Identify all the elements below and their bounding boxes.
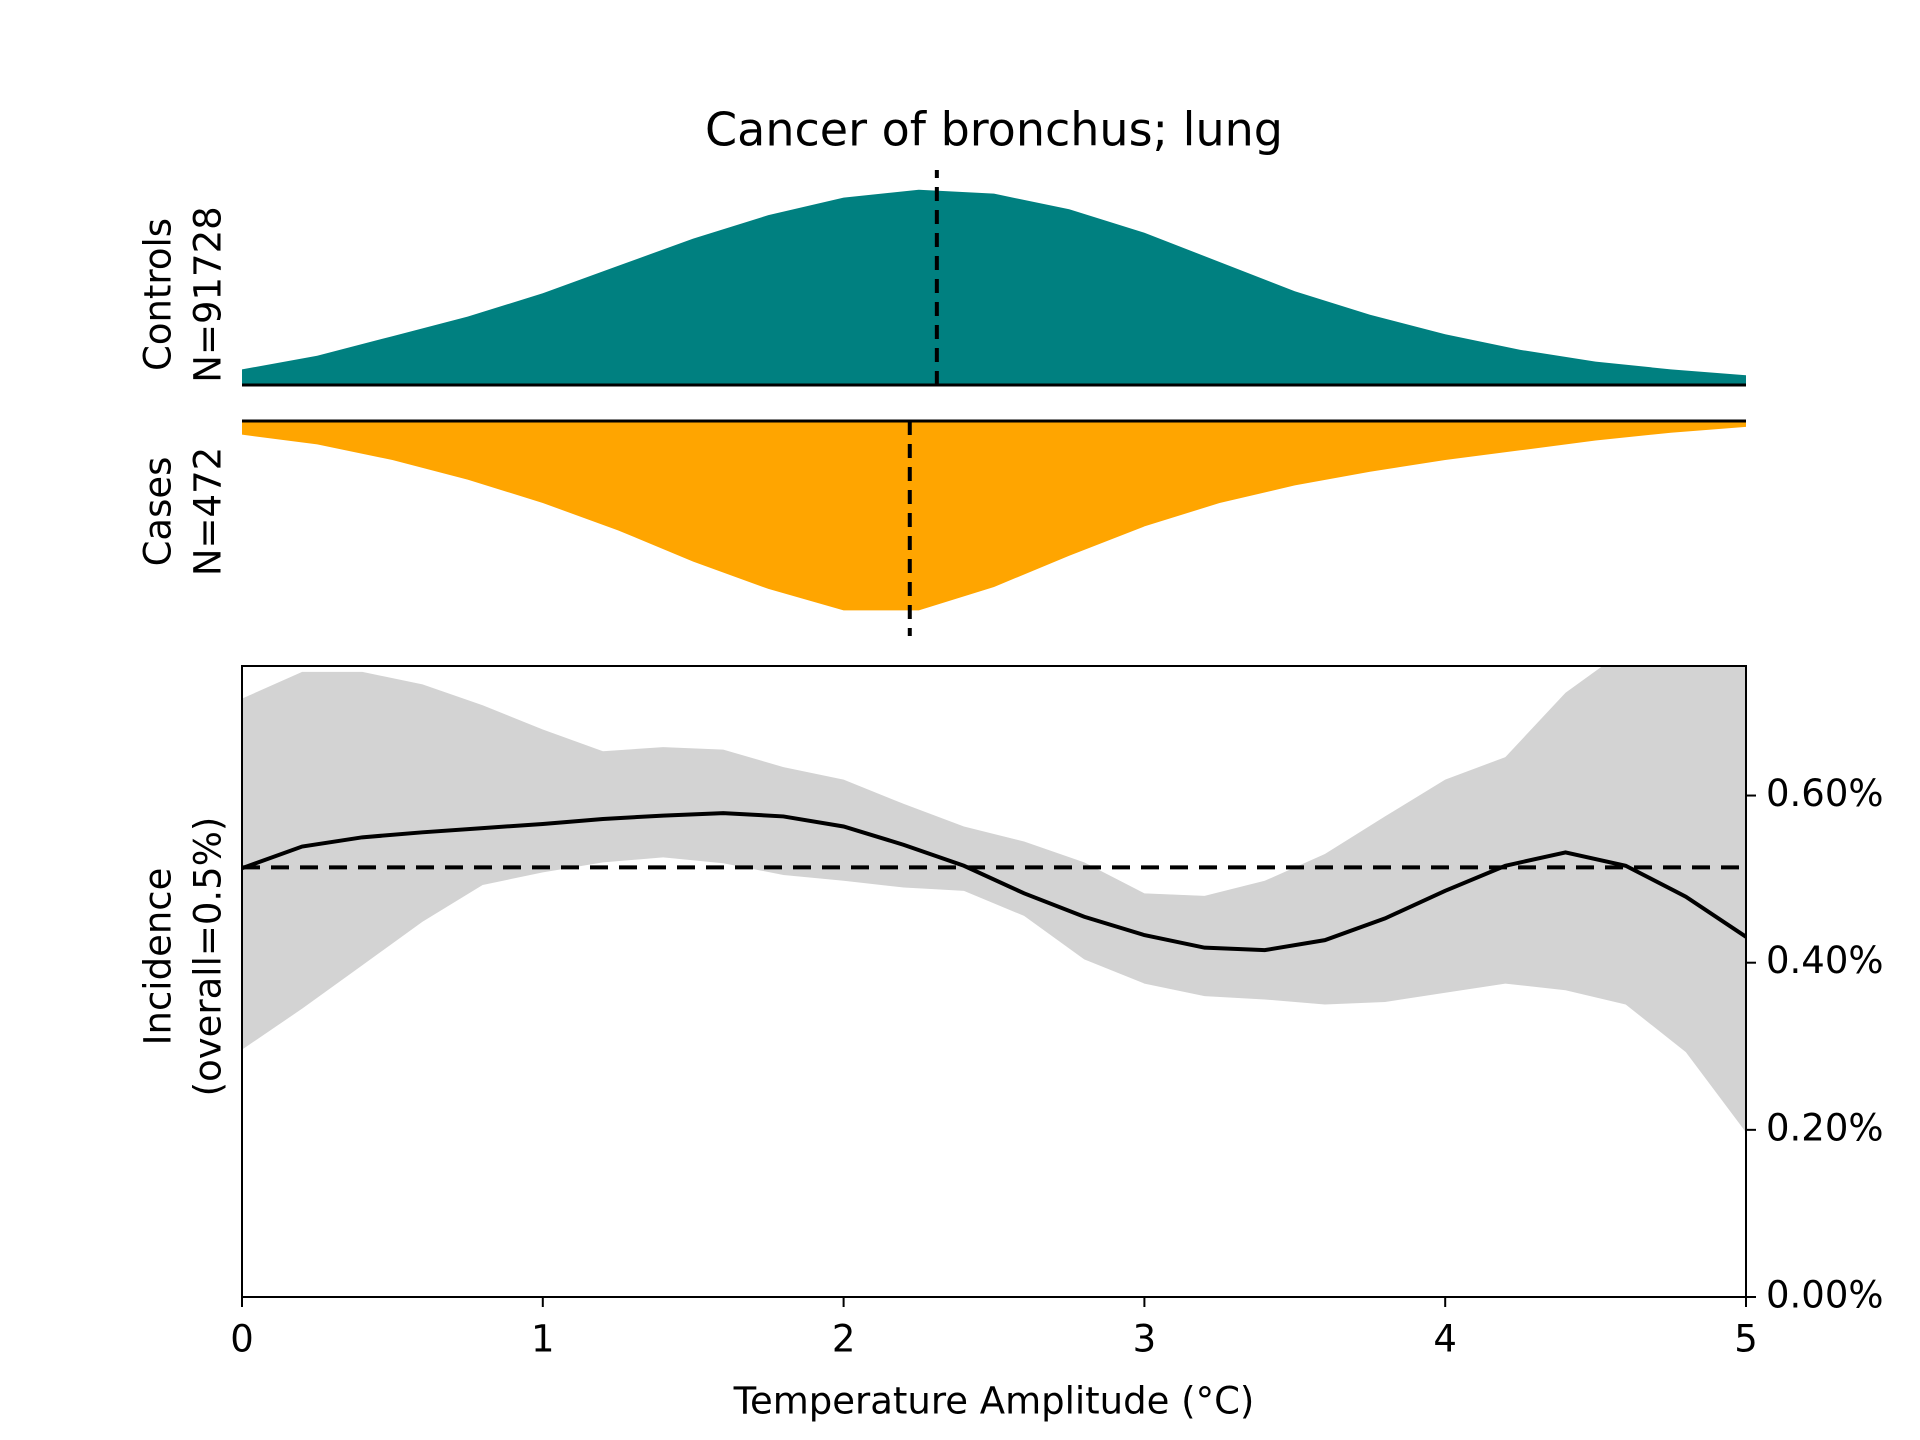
y-axis-label: N=472 — [187, 447, 230, 576]
plot-frame — [241, 665, 1747, 1298]
confidence-band — [242, 666, 1746, 1133]
y-tick-label: 0.60% — [1766, 772, 1884, 815]
x-tick-label: 3 — [1133, 1318, 1157, 1361]
density-area — [242, 189, 1746, 385]
chart-title: Cancer of bronchus; lung — [705, 103, 1283, 157]
x-axis-label: Temperature Amplitude (°C) — [733, 1380, 1255, 1423]
x-tick-label: 4 — [1433, 1318, 1457, 1361]
incidence-line — [242, 811, 1746, 953]
y-axis-label: (overall=0.5%) — [187, 817, 230, 1097]
x-tick-label: 2 — [832, 1318, 856, 1361]
plot-area — [242, 666, 1746, 1133]
y-tick-label: 0.00% — [1766, 1274, 1884, 1317]
y-axis-label: Cases — [137, 457, 180, 567]
y-axis-label: Controls — [137, 218, 180, 371]
x-tick-label: 5 — [1734, 1318, 1758, 1361]
y-tick-label: 0.40% — [1766, 939, 1884, 982]
y-axis-label: N=91728 — [187, 206, 230, 382]
density-area — [242, 421, 1746, 611]
x-tick-label: 1 — [531, 1318, 555, 1361]
y-axis-label: Incidence — [137, 868, 180, 1046]
y-tick-label: 0.20% — [1766, 1106, 1884, 1149]
x-tick-label: 0 — [230, 1318, 254, 1361]
